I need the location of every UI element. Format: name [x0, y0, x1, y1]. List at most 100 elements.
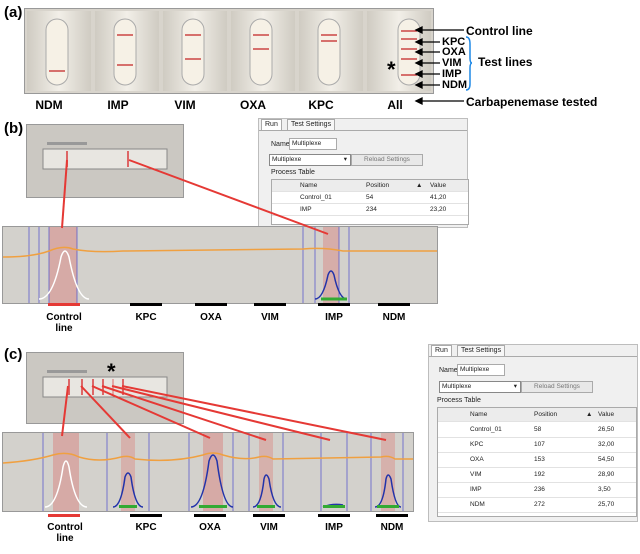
- table-row[interactable]: Control_01 58 26,50: [438, 423, 636, 438]
- cassette-label-kpc: KPC: [308, 98, 334, 112]
- cell-position: 107: [534, 441, 545, 448]
- panel-c-signal-plot: [2, 432, 414, 512]
- tab-run[interactable]: Run: [431, 345, 452, 356]
- lane-bar-ndm: [378, 303, 410, 306]
- lane-label-vim: VIM: [261, 312, 279, 323]
- lane-label-oxa: OXA: [199, 522, 221, 533]
- table-row[interactable]: KPC 107 32,00: [438, 438, 636, 453]
- name-field[interactable]: Multiplexe: [289, 138, 337, 150]
- panel-a-label: (a): [4, 4, 23, 21]
- table-row[interactable]: IMP 236 3,50: [438, 483, 636, 498]
- cassette-ndm: [27, 11, 91, 91]
- cassette-label-ndm: NDM: [35, 98, 63, 112]
- cassette-label-imp: IMP: [107, 98, 129, 112]
- label-test-lines: Test lines: [478, 55, 533, 69]
- tab-test-settings[interactable]: Test Settings: [287, 119, 336, 130]
- cassette-strips: [27, 11, 431, 91]
- preset-select-value: Multiplexe: [272, 156, 302, 163]
- lane-label-control: Control line: [46, 312, 82, 334]
- label-carbapenemase-tested: Carbapenemase tested: [466, 95, 598, 109]
- cell-name: NDM: [470, 501, 485, 508]
- table-row[interactable]: IMP 234 23,20: [272, 204, 468, 216]
- process-table: Name Position ▲ Value Control_01 54 41,2…: [271, 179, 469, 225]
- col-name: Name: [300, 182, 318, 189]
- chevron-down-icon: ▾: [343, 156, 347, 163]
- sort-icon: ▲: [416, 182, 423, 189]
- cassette-vim: [163, 11, 227, 91]
- lane-label-imp: IMP: [325, 522, 343, 533]
- table-row[interactable]: NDM 272 25,70: [438, 498, 636, 513]
- lane-bar-control: [48, 303, 80, 306]
- cell-position: 234: [366, 206, 377, 213]
- cassette-label-all: All: [387, 98, 403, 112]
- cell-value: 32,00: [598, 441, 615, 448]
- table-row[interactable]: Control_01 54 41,20: [272, 192, 468, 204]
- lane-bar-imp: [318, 514, 350, 517]
- name-field[interactable]: Multiplexe: [457, 364, 505, 376]
- preset-select-value: Multiplexe: [442, 383, 472, 390]
- cell-position: 192: [534, 471, 545, 478]
- cell-name: IMP: [300, 206, 312, 213]
- preset-select[interactable]: Multiplexe ▾: [439, 381, 521, 393]
- cell-name: VIM: [470, 471, 482, 478]
- side-arrows: [414, 25, 472, 106]
- cassette-kpc: [299, 11, 363, 91]
- col-value: Value: [430, 182, 447, 189]
- cell-name: KPC: [470, 441, 484, 448]
- cell-value: 23,20: [430, 206, 447, 213]
- table-row[interactable]: VIM 192 28,90: [438, 468, 636, 483]
- lane-label-oxa: OXA: [200, 312, 222, 323]
- label-vim: VIM: [442, 57, 462, 69]
- tab-run[interactable]: Run: [261, 119, 282, 130]
- name-label: Name:: [271, 141, 292, 148]
- lane-label-ndm: NDM: [382, 312, 406, 323]
- panel-b-label: (b): [4, 120, 24, 137]
- col-name: Name: [470, 411, 488, 418]
- lane-bar-control: [48, 514, 80, 517]
- reload-settings-button[interactable]: Reload Settings: [351, 154, 423, 166]
- tab-test-settings[interactable]: Test Settings: [457, 345, 506, 356]
- cell-value: 3,50: [598, 486, 611, 493]
- cell-name: Control_01: [470, 426, 502, 433]
- lane-bar-oxa: [194, 514, 226, 517]
- cell-position: 58: [534, 426, 542, 433]
- lane-bar-kpc: [130, 514, 162, 517]
- label-oxa: OXA: [442, 46, 466, 58]
- cassette-label-oxa: OXA: [239, 98, 266, 112]
- cell-position: 54: [366, 194, 374, 201]
- panel-c-label: (c): [4, 346, 23, 363]
- lane-label-imp: IMP: [325, 312, 343, 323]
- lane-bar-imp: [318, 303, 350, 306]
- lane-bar-kpc: [130, 303, 162, 306]
- label-control-line: Control line: [466, 24, 533, 38]
- panel-b-cassette-photo: [26, 124, 184, 198]
- lane-bar-ndm: [376, 514, 408, 517]
- cell-name: IMP: [470, 486, 482, 493]
- panel-b-signal-plot: [2, 226, 438, 304]
- label-kpc: KPC: [442, 36, 466, 48]
- label-imp: IMP: [442, 68, 462, 80]
- process-table: Name Position ▲ Value Control_01 58 26,5…: [437, 407, 637, 517]
- cell-value: 25,70: [598, 501, 615, 508]
- lane-label-control: Control line: [47, 522, 83, 544]
- cell-name: OXA: [470, 456, 484, 463]
- table-row[interactable]: OXA 153 54,50: [438, 453, 636, 468]
- cell-position: 272: [534, 501, 545, 508]
- preset-select[interactable]: Multiplexe ▾: [269, 154, 351, 166]
- col-position: Position: [534, 411, 558, 418]
- cassette-label-vim: VIM: [174, 98, 196, 112]
- process-table-title: Process Table: [437, 397, 481, 404]
- reload-settings-button[interactable]: Reload Settings: [521, 381, 593, 393]
- cell-position: 153: [534, 456, 545, 463]
- lane-bar-oxa: [195, 303, 227, 306]
- cell-value: 28,90: [598, 471, 615, 478]
- cell-value: 41,20: [430, 194, 447, 201]
- process-table-title: Process Table: [271, 169, 315, 176]
- cell-value: 26,50: [598, 426, 615, 433]
- label-ndm: NDM: [442, 79, 468, 91]
- lane-bar-vim: [254, 303, 286, 306]
- chevron-down-icon: ▾: [513, 383, 517, 390]
- name-label: Name:: [439, 367, 460, 374]
